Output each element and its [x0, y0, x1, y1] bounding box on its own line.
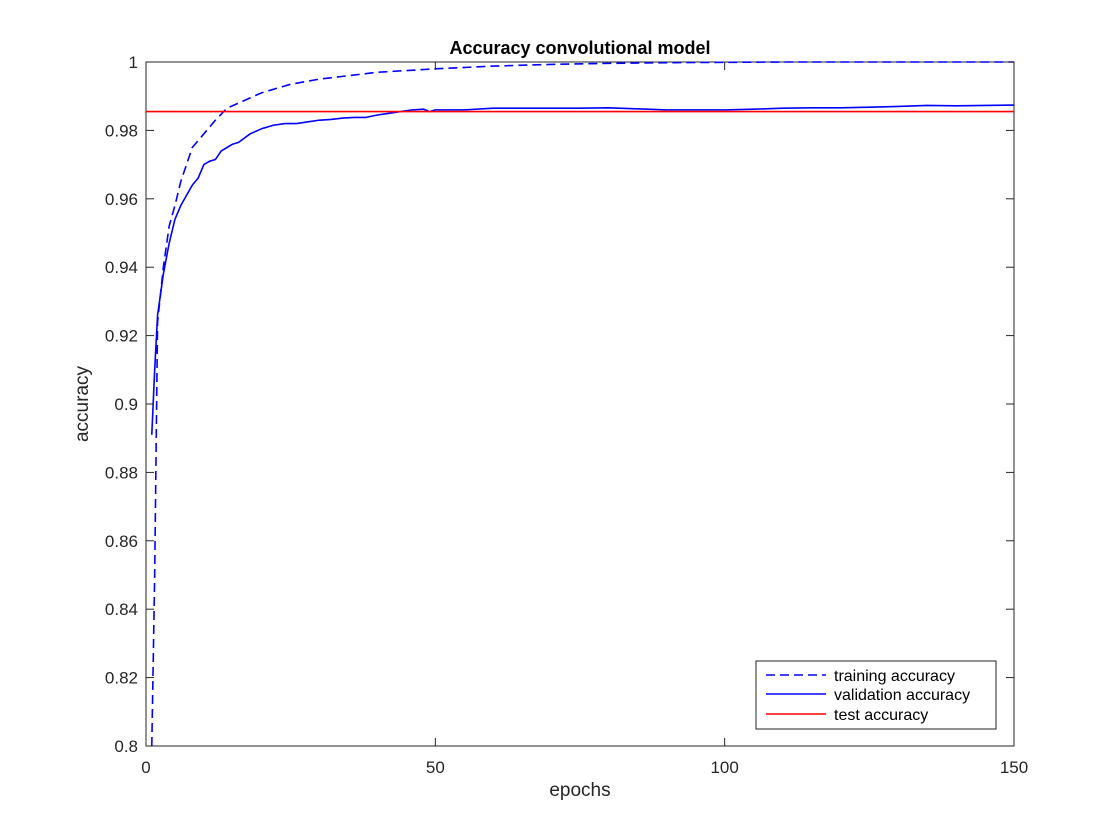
legend-label-test: test accuracy — [834, 707, 928, 724]
y-tick-label: 0.96 — [105, 190, 138, 209]
x-tick-label: 0 — [141, 758, 150, 777]
legend-label-training: training accuracy — [834, 668, 955, 685]
legend-box — [755, 660, 997, 730]
x-tick-label: 100 — [710, 758, 738, 777]
y-tick-label: 0.92 — [105, 327, 138, 346]
chart-title: Accuracy convolutional model — [449, 38, 710, 58]
y-axis: 0.8 0.82 0.84 0.86 0.88 0.9 0.92 0.94 0.96 0.98 1 — [105, 53, 1014, 756]
y-tick-label: 0.98 — [105, 121, 138, 140]
series-line-training — [150, 61, 1014, 747]
plot-frame — [145, 61, 1015, 747]
y-tick-label: 0.84 — [105, 600, 138, 619]
y-tick-label: 1 — [129, 53, 138, 72]
y-tick-label: 0.82 — [105, 669, 138, 688]
series-line-validation — [150, 104, 1015, 435]
x-tick-label: 50 — [426, 758, 445, 777]
x-axis-label: epochs — [549, 780, 610, 801]
y-tick-label: 0.94 — [105, 258, 138, 277]
y-axis-label: accuracy — [72, 365, 93, 442]
y-tick-label: 0.88 — [105, 463, 138, 482]
y-tick-label: 0.9 — [114, 395, 138, 414]
legend: training accuracy validation accuracy te… — [755, 660, 997, 730]
series-layer — [146, 61, 1015, 747]
y-tick-label: 0.86 — [105, 532, 138, 551]
x-tick-label: 150 — [1000, 758, 1028, 777]
plot-area — [145, 61, 1015, 747]
legend-label-validation: validation accuracy — [834, 687, 970, 704]
y-tick-label: 0.8 — [114, 737, 138, 756]
x-axis: 0 50 100 150 — [141, 62, 1028, 777]
